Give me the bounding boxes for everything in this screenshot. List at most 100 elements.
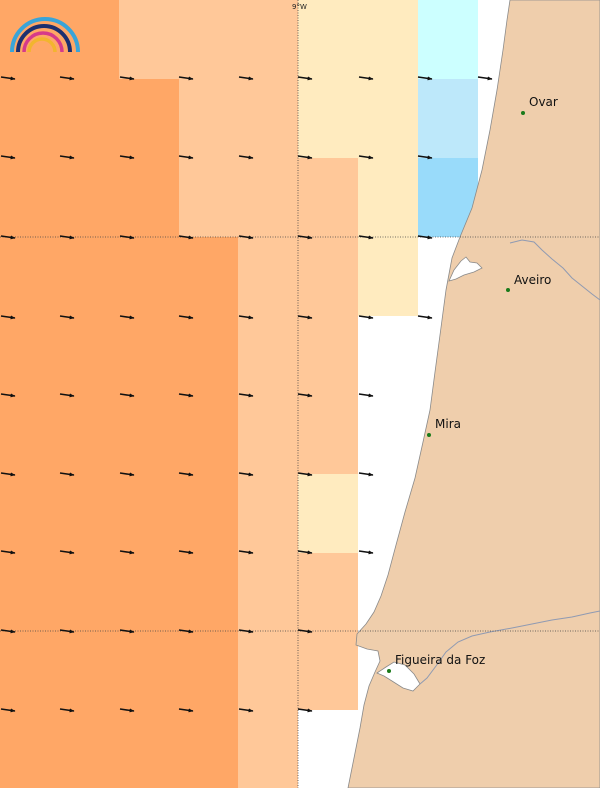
- grid-cell: [60, 237, 119, 316]
- wind-arrow: [178, 472, 194, 477]
- wind-arrow: [358, 155, 374, 160]
- rainbow-logo-icon[interactable]: [10, 17, 80, 53]
- wind-arrow: [59, 708, 75, 713]
- grid-cell: [298, 395, 358, 474]
- wind-arrow: [238, 235, 254, 240]
- grid-cell: [119, 158, 179, 237]
- wind-arrow: [119, 629, 135, 634]
- grid-cell: [358, 158, 418, 237]
- grid-cell: [179, 474, 238, 553]
- wind-arrow: [297, 155, 313, 160]
- wind-arrow: [417, 155, 433, 160]
- grid-cell: [238, 710, 298, 788]
- wind-arrow: [119, 315, 135, 320]
- wind-arrow: [358, 315, 374, 320]
- grid-cell: [298, 316, 358, 395]
- grid-cell: [60, 553, 119, 631]
- wind-arrow: [297, 315, 313, 320]
- wind-arrow: [297, 235, 313, 240]
- grid-cell: [60, 0, 119, 79]
- wind-arrow: [59, 155, 75, 160]
- grid-cell: [179, 631, 238, 710]
- wind-arrow: [297, 76, 313, 81]
- grid-cell: [238, 158, 298, 237]
- grid-cell: [298, 158, 358, 237]
- grid-cell: [60, 316, 119, 395]
- grid-cell: [358, 237, 418, 316]
- grid-cell: [179, 395, 238, 474]
- wind-arrow: [0, 393, 16, 398]
- wind-arrow: [477, 76, 493, 81]
- wind-arrow: [358, 393, 374, 398]
- grid-cell: [298, 553, 358, 631]
- grid-cell: [179, 553, 238, 631]
- wind-arrow: [178, 76, 194, 81]
- grid-cell: [238, 474, 298, 553]
- city-label-ovar[interactable]: Ovar: [529, 95, 558, 109]
- grid-cell: [238, 553, 298, 631]
- wind-arrow: [417, 315, 433, 320]
- grid-cell: [0, 553, 60, 631]
- city-dot-aveiro[interactable]: [506, 288, 510, 292]
- wind-arrow: [119, 235, 135, 240]
- city-dot-mira[interactable]: [427, 433, 431, 437]
- grid-cell: [418, 0, 478, 79]
- city-label-figueira-da-foz[interactable]: Figueira da Foz: [395, 653, 485, 667]
- city-dot-figueira-da-foz[interactable]: [387, 669, 391, 673]
- grid-cell: [0, 474, 60, 553]
- grid-cell: [119, 553, 179, 631]
- city-dot-ovar[interactable]: [521, 111, 525, 115]
- land-area: [347, 0, 600, 788]
- wind-arrow: [119, 393, 135, 398]
- grid-cell: [298, 237, 358, 316]
- grid-cell: [179, 158, 238, 237]
- wind-arrow: [238, 76, 254, 81]
- wind-arrow: [178, 155, 194, 160]
- wind-arrow: [297, 550, 313, 555]
- wind-arrow: [59, 629, 75, 634]
- grid-cell: [119, 79, 179, 158]
- grid-cell: [60, 710, 119, 788]
- wind-arrow: [417, 235, 433, 240]
- river-vouga: [509, 239, 600, 301]
- grid-cell: [0, 79, 60, 158]
- wind-arrows: [0, 76, 493, 713]
- grid-cell: [0, 237, 60, 316]
- wind-arrow: [59, 76, 75, 81]
- wind-arrow: [59, 393, 75, 398]
- grid-cell: [179, 79, 238, 158]
- grid-cell: [179, 0, 238, 79]
- grid-cell: [179, 316, 238, 395]
- grid-cell: [119, 0, 179, 79]
- grid-cell: [418, 79, 478, 158]
- grid-cell: [119, 474, 179, 553]
- city-label-aveiro[interactable]: Aveiro: [514, 273, 551, 287]
- grid-cell: [119, 631, 179, 710]
- grid-cell: [119, 710, 179, 788]
- river-mondego: [419, 610, 600, 685]
- water-inlets: [376, 256, 483, 692]
- wind-arrow: [119, 472, 135, 477]
- wind-arrow: [0, 472, 16, 477]
- wind-arrow: [0, 550, 16, 555]
- wind-arrow: [238, 393, 254, 398]
- wind-arrow: [358, 235, 374, 240]
- wind-arrow: [238, 550, 254, 555]
- city-label-mira[interactable]: Mira: [435, 417, 461, 431]
- wind-arrow: [358, 550, 374, 555]
- grid-cell: [179, 710, 238, 788]
- wind-arrow: [0, 315, 16, 320]
- wind-arrow: [119, 76, 135, 81]
- wind-arrow: [238, 629, 254, 634]
- wind-arrow: [119, 155, 135, 160]
- grid-cell: [358, 0, 418, 79]
- grid-cell: [298, 79, 358, 158]
- wind-arrow: [238, 708, 254, 713]
- grid-cell: [60, 79, 119, 158]
- city-markers: Ovar Aveiro Mira Figueira da Foz: [387, 95, 558, 673]
- rivers: [419, 239, 600, 685]
- wind-arrow: [297, 629, 313, 634]
- grid-cell: [358, 79, 418, 158]
- wind-arrow: [297, 708, 313, 713]
